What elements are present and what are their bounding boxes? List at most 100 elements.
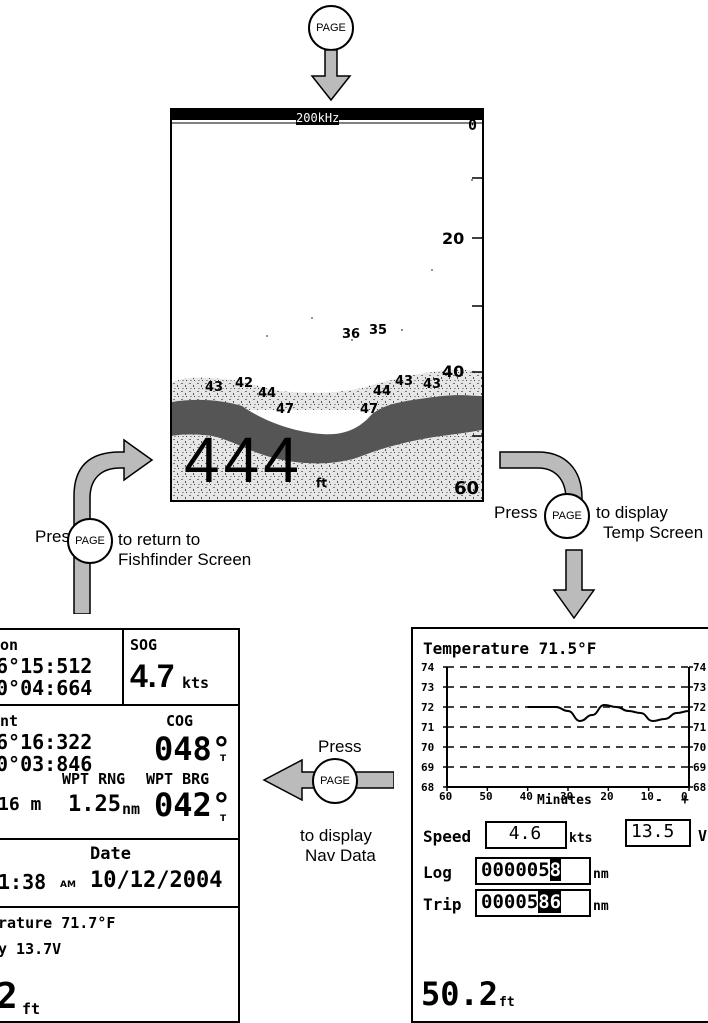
curved-down-arrow-icon <box>499 451 596 620</box>
y-tick-label: 70 <box>421 741 434 754</box>
x-tick-label: 0 <box>681 790 688 803</box>
temperature-chart: 74 73 72 71 70 69 68 74 73 72 71 70 69 68 60 50 40 30 20 10… <box>421 663 707 803</box>
speed-unit: kts <box>569 831 593 846</box>
date-value: 10/12/2004 <box>90 868 223 893</box>
fish-label: 47 <box>360 402 379 417</box>
minus-label: - <box>655 793 663 808</box>
time-value: 1:38 <box>0 870 47 894</box>
position-label: on <box>0 636 19 654</box>
left-return-caption-1: to return to <box>118 530 201 549</box>
fish-label: 44 <box>373 384 392 399</box>
fish-label: 47 <box>276 402 295 417</box>
y-tick-label-right: 68 <box>693 781 706 794</box>
y-tick-label: 71 <box>421 721 435 734</box>
fish-label: 43 <box>205 380 224 395</box>
depth-readout: 50.2 <box>421 975 499 1013</box>
plus-label: + <box>681 793 689 808</box>
page-button-right[interactable]: PAGE <box>544 493 590 539</box>
y-tick-label: 72 <box>421 701 434 714</box>
cog-suffix: T <box>220 754 227 764</box>
depth-readout: 2 <box>0 976 18 1017</box>
brg-suffix: T <box>220 814 227 824</box>
waypoint-lat: 6°16:322 <box>0 730 93 754</box>
page-button-label: PAGE <box>75 535 105 547</box>
trip-label: Trip <box>423 895 462 914</box>
page-button-left[interactable]: PAGE <box>67 518 113 564</box>
y-tick-label: 68 <box>421 781 434 794</box>
y-tick-label: 69 <box>421 761 434 774</box>
x-tick-label: 50 <box>479 790 492 803</box>
speed-value: 4.6 <box>508 823 542 844</box>
trip-value-box: 0000586 <box>475 889 591 917</box>
depth-readout: 444 <box>184 424 303 496</box>
temperature-readout: rature 71.7°F <box>0 914 116 932</box>
position-lat: 6°15:512 <box>0 654 93 678</box>
depth-unit: ft <box>499 995 515 1010</box>
frequency-label: 200kHz <box>296 111 340 125</box>
rng-value: 1.25 <box>68 792 121 817</box>
x-tick-label: 30 <box>560 790 573 803</box>
brg-value: 042° <box>154 786 232 824</box>
y-tick-label-right: 73 <box>693 681 706 694</box>
page-button-top[interactable]: PAGE <box>308 5 354 51</box>
y-tick-label-right: 70 <box>693 741 706 754</box>
y-tick-label: 74 <box>421 663 435 674</box>
trip-value: 00005 <box>481 891 539 913</box>
fish-label: 44 <box>258 386 277 401</box>
sog-value: 4.7 <box>130 658 175 694</box>
sog-unit: kts <box>182 674 210 692</box>
x-tick-label: 40 <box>520 790 533 803</box>
fishfinder-screen: 200kHz 0 20 40 60 36 35 43 42 44 47 47 4… <box>170 108 484 502</box>
log-value-tenths: 8 <box>549 859 562 881</box>
depth-unit: ft <box>316 476 327 490</box>
trip-unit: nm <box>593 899 609 914</box>
page-button-label: PAGE <box>552 510 582 522</box>
fish-label: 42 <box>235 376 254 391</box>
temperature-screen: Temperature 71.5°F 74 73 72 71 70 69 68 74 73 72 7… <box>411 627 708 1023</box>
x-tick-label: 20 <box>600 790 613 803</box>
fish-label: 35 <box>369 323 388 338</box>
y-tick-label-right: 74 <box>693 663 707 674</box>
temperature-line <box>527 703 690 723</box>
position-lon: 0°04:664 <box>0 676 93 700</box>
down-arrow-icon <box>310 50 352 102</box>
sog-label: SOG <box>130 636 158 654</box>
trip-value-decimal: 86 <box>538 891 562 913</box>
x-tick-label: 60 <box>439 790 452 803</box>
right-display-caption-1: to display <box>596 503 668 522</box>
voltage-unit: V <box>698 827 708 845</box>
fish-label: 43 <box>395 374 414 389</box>
temperature-title: Temperature 71.5°F <box>423 639 597 658</box>
cog-value: 048° <box>154 730 232 768</box>
mid-display-caption-1: to display <box>300 826 372 845</box>
log-value-box: 0000058 <box>475 857 591 885</box>
x-tick-label: 10 <box>641 790 654 803</box>
y-tick-label-right: 71 <box>693 721 707 734</box>
left-return-caption-2: Fishfinder Screen <box>118 550 252 569</box>
page-button-label: PAGE <box>320 775 350 787</box>
wpt-rng-label: WPT RNG <box>62 770 126 788</box>
speed-label: Speed <box>423 827 472 846</box>
fish-label: 36 <box>342 327 361 342</box>
date-label: Date <box>90 844 131 864</box>
voltage-value-box: 13.5 <box>625 819 691 847</box>
x-axis-label: Minutes <box>537 793 592 808</box>
waypoint-label: nt <box>0 712 19 730</box>
depth-unit: ft <box>22 1000 41 1018</box>
mid-display-caption-2: Nav Data <box>305 846 376 865</box>
y-tick-label: 73 <box>421 681 434 694</box>
mid-press-caption: Press <box>318 737 362 756</box>
right-display-caption-2: Temp Screen <box>603 523 704 542</box>
top-depth-label: 0 <box>468 116 478 134</box>
log-label: Log <box>423 863 452 882</box>
scale-20-label: 20 <box>442 229 465 248</box>
page-button-middle[interactable]: PAGE <box>312 758 358 804</box>
log-value: 000005 <box>481 859 550 881</box>
y-tick-label-right: 72 <box>693 701 706 714</box>
bottom-depth-label: 60 <box>454 478 480 499</box>
wpt-brg-label: WPT BRG <box>146 770 210 788</box>
xte-value: 16 m <box>0 794 42 815</box>
speed-value-box: 4.6 <box>485 821 567 849</box>
y-tick-label-right: 69 <box>693 761 706 774</box>
log-unit: nm <box>593 867 609 882</box>
